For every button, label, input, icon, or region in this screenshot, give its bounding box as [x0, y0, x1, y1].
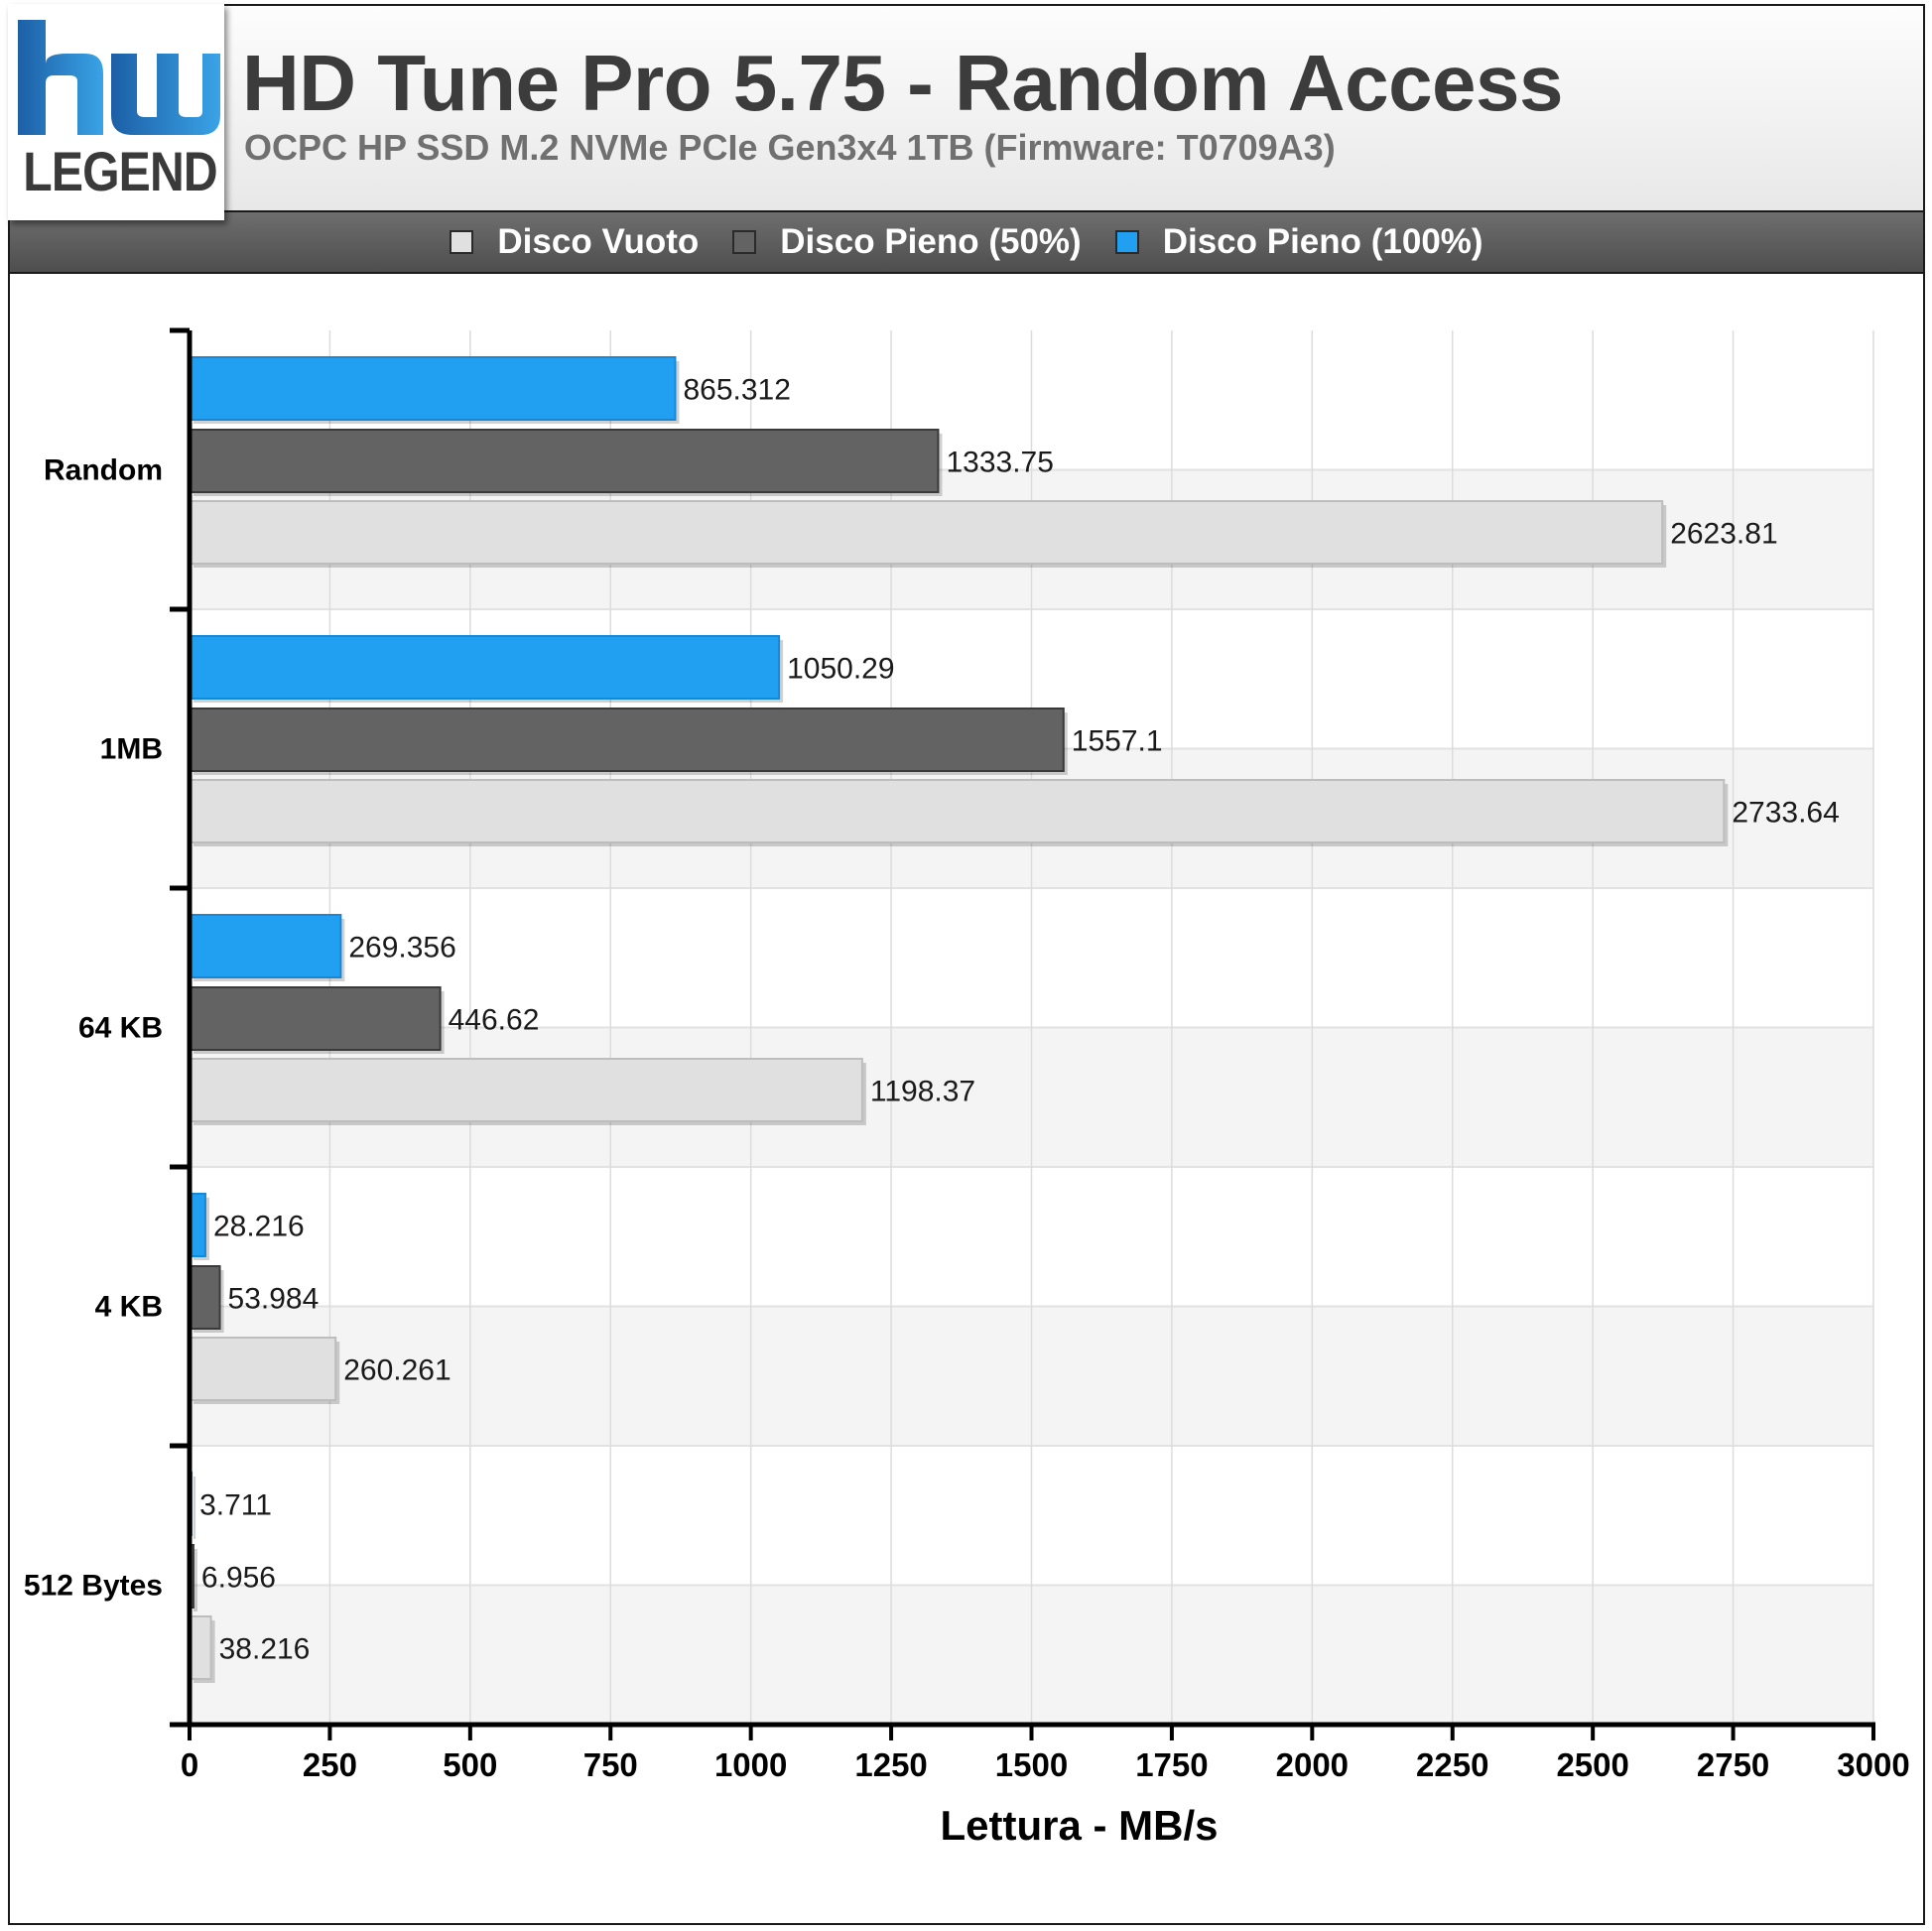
bar: [189, 500, 1664, 565]
category-labels: Random 1MB 64 KB 4 KB 512 Bytes: [24, 454, 163, 1603]
bar: [189, 1337, 337, 1401]
x-tick-label: 1000: [714, 1746, 787, 1783]
logo-text: LEGEND: [23, 140, 217, 202]
x-tick-label: 500: [443, 1746, 497, 1783]
bar: [189, 1058, 863, 1122]
bar-value-label: 38.216: [219, 1633, 311, 1666]
category-label: 512 Bytes: [24, 1570, 163, 1603]
legend-label: Disco Pieno (100%): [1162, 222, 1483, 261]
axes: [170, 327, 1875, 1740]
x-tick-label: 2000: [1276, 1746, 1349, 1783]
category-label: 64 KB: [78, 1012, 163, 1045]
category-label: Random: [44, 454, 163, 487]
bar: [189, 708, 1065, 772]
legend-swatch: [732, 230, 757, 254]
x-tick-label: 2750: [1697, 1746, 1769, 1783]
bar-value-label: 260.261: [343, 1354, 451, 1387]
bar: [189, 356, 677, 421]
bar-value-label: 6.956: [201, 1562, 276, 1595]
x-tick-label: 0: [181, 1746, 198, 1783]
chart-title: HD Tune Pro 5.75 - Random Access: [242, 39, 1564, 127]
legend-item-disco-pieno-100: Disco Pieno (100%): [1114, 222, 1483, 262]
chart-legend: Disco Vuoto Disco Pieno (50%) Disco Pien…: [8, 210, 1925, 274]
bar: [189, 429, 940, 493]
legend-swatch: [1114, 230, 1139, 254]
legend-label: Disco Vuoto: [497, 222, 700, 261]
legend-label: Disco Pieno (50%): [780, 222, 1082, 261]
value-labels: 865.312 1333.75 2623.81 1050.29 1557.1 2733.6…: [199, 374, 1840, 1666]
x-tick-label: 250: [303, 1746, 357, 1783]
x-tick-label: 1750: [1135, 1746, 1208, 1783]
chart-header: [8, 4, 1925, 210]
x-tick-label: 3000: [1837, 1746, 1909, 1783]
bar-shadow: [193, 1549, 197, 1611]
bar-value-label: 2623.81: [1670, 518, 1777, 551]
chart-subtitle: OCPC HP SSD M.2 NVMe PCIe Gen3x4 1TB (Fi…: [244, 127, 1336, 168]
bar-value-label: 446.62: [449, 1004, 540, 1037]
bar-value-label: 269.356: [348, 932, 455, 965]
bar: [189, 986, 442, 1051]
bar-value-label: 53.984: [228, 1283, 320, 1316]
legend-item-disco-vuoto: Disco Vuoto: [450, 222, 699, 262]
x-tick-label: 1500: [995, 1746, 1068, 1783]
x-axis-title: Lettura - MB/s: [940, 1802, 1218, 1849]
bar-shadow: [193, 1477, 196, 1539]
bar-value-label: 28.216: [213, 1211, 305, 1243]
x-tick-label: 2250: [1416, 1746, 1488, 1783]
x-tick-label: 1250: [854, 1746, 927, 1783]
bar-value-label: 1557.1: [1072, 725, 1163, 758]
bar: [189, 914, 342, 978]
bars: [189, 356, 1729, 1683]
bar-value-label: 865.312: [683, 374, 790, 407]
category-label: 1MB: [100, 733, 163, 766]
legend-swatch: [450, 230, 474, 254]
bar: [189, 1265, 221, 1330]
legend-item-disco-pieno-50: Disco Pieno (50%): [732, 222, 1082, 262]
bar: [189, 635, 781, 700]
x-tick-labels: 0 250 500 750 1000 1250 1500 1750 2000 2250 2500 27…: [181, 1746, 1910, 1783]
site-logo: LEGEND: [8, 4, 224, 220]
bar-value-label: 1198.37: [870, 1076, 975, 1108]
bar: [189, 1615, 212, 1680]
category-label: 4 KB: [95, 1291, 163, 1324]
bar-value-label: 3.711: [199, 1489, 272, 1522]
bar-value-label: 1050.29: [787, 653, 894, 686]
x-tick-label: 750: [583, 1746, 638, 1783]
x-tick-label: 2500: [1556, 1746, 1628, 1783]
bar: [189, 779, 1726, 843]
bar-value-label: 1333.75: [946, 447, 1053, 479]
hwlegend-logo-icon: [18, 20, 220, 135]
bar-value-label: 2733.64: [1732, 797, 1839, 830]
